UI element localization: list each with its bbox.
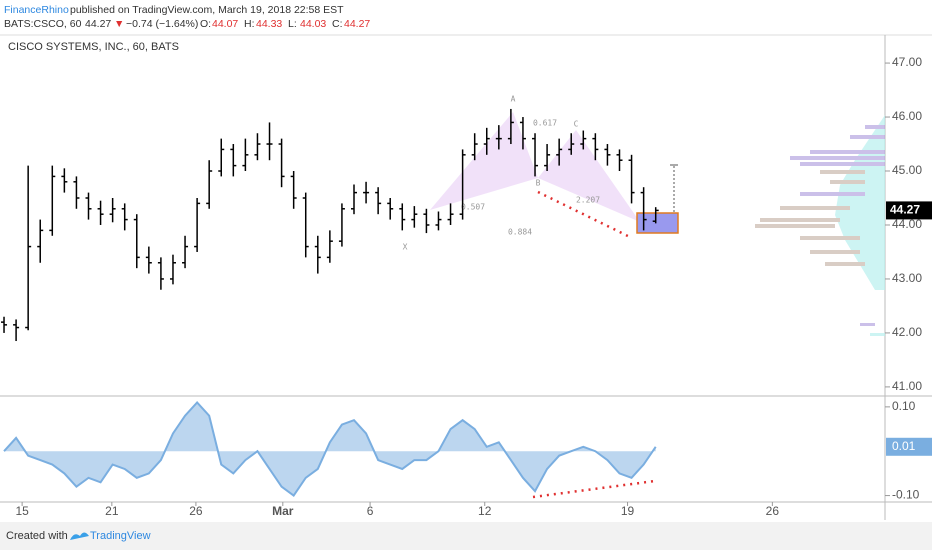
y-tick-label: 47.00 [892,55,922,69]
tv-logo [70,532,89,540]
symbol: BATS:CSCO, 60 [4,18,82,30]
x-tick-label: 21 [105,504,119,518]
pattern-label: 0.507 [461,203,485,212]
y-tick-label: 45.00 [892,163,922,177]
ohlc-key: L: [288,18,297,30]
down-arrow: ▼ [114,18,124,30]
ohlc-value: 44.03 [300,18,326,30]
pattern-bcd [538,130,640,222]
indicator-area [4,402,656,496]
price-tag [886,201,932,220]
y-tick-label: 44.00 [892,217,922,231]
ohlc-value: 44.33 [256,18,282,30]
d-zone [636,212,679,234]
pattern-label: 0.884 [508,228,532,237]
volume-profile [755,115,885,336]
y-tick-label: 42.00 [892,325,922,339]
pattern-label: X [403,243,408,252]
x-tick-label: 12 [478,504,492,518]
y-tick-label: 43.00 [892,271,922,285]
last-price: 44.27 [85,18,111,30]
pattern-label: 0.617 [533,119,557,128]
footer-brand[interactable]: TradingView [90,530,151,542]
x-tick-label: 26 [189,504,203,518]
pattern-label: B [536,179,541,188]
pattern-label: A [511,95,516,104]
pattern-label: 2.207 [576,196,600,205]
price-tag-label: 44.27 [890,203,920,217]
ohlc-key: C: [332,18,343,30]
ohlc-key: O: [200,18,211,30]
pattern-label: C [574,120,579,129]
change: −0.74 (−1.64%) [126,18,198,30]
y-tick-label: 41.00 [892,379,922,393]
ohlc-key: H: [244,18,255,30]
x-tick-label: 26 [766,504,780,518]
y2-tick-label: -0.10 [892,488,920,502]
x-tick-label: 15 [15,504,29,518]
indicator-tag-label: 0.01 [892,439,916,453]
ohlc-value: 44.07 [212,18,238,30]
pane-title: CISCO SYSTEMS, INC., 60, BATS [8,41,179,53]
author[interactable]: FinanceRhino [4,4,69,16]
x-tick-label: Mar [272,504,294,518]
x-tick-label: 19 [621,504,635,518]
footer-text: Created with [6,530,68,542]
indicator-line [3,400,657,497]
y-tick-label: 46.00 [892,109,922,123]
indicator-tag [886,437,932,456]
x-tick-label: 6 [367,504,374,518]
ohlc-value: 44.27 [344,18,370,30]
published: published on TradingView.com, March 19, … [70,4,344,16]
y2-tick-label: 0.10 [892,399,916,413]
footer-bg [0,522,932,550]
